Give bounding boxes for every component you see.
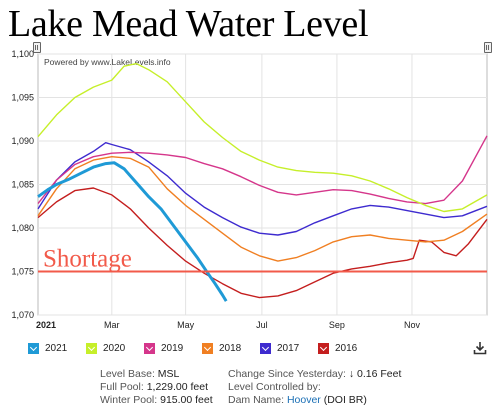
shortage-label: Shortage xyxy=(43,246,132,273)
full-pool: Full Pool: 1,229.00 feet xyxy=(100,381,208,394)
dam-name: Dam Name: Hoover (DOI BR) xyxy=(228,394,367,407)
y-tick-label: 1,075 xyxy=(11,267,34,277)
legend-item-2018[interactable]: 2018 xyxy=(202,340,241,356)
change-since-yesterday: Change Since Yesterday: ↓ 0.16 Feet xyxy=(228,368,401,381)
legend-checkbox[interactable] xyxy=(28,342,39,354)
legend-item-2017[interactable]: 2017 xyxy=(260,340,299,356)
x-tick-label: Jul xyxy=(256,320,268,330)
dam-extra: (DOI BR) xyxy=(323,394,367,406)
y-tick-label: 1,100 xyxy=(11,49,34,59)
zoom-handle-right[interactable] xyxy=(484,42,492,53)
change-label: Change Since Yesterday: xyxy=(228,368,346,380)
winter-pool-value: 915.00 feet xyxy=(160,394,213,406)
powered-by-text: Powered by www.LakeLevels.info xyxy=(44,57,171,67)
legend-label: 2016 xyxy=(335,342,358,354)
x-tick-label: May xyxy=(177,320,195,330)
legend-item-2019[interactable]: 2019 xyxy=(144,340,183,356)
chart-legend: 2021 2020 2019 2018 2017 2016 xyxy=(28,340,357,356)
y-tick-label: 1,070 xyxy=(11,310,34,320)
level-base-label: Level Base: xyxy=(100,368,155,380)
change-value: ↓ 0.16 Feet xyxy=(348,368,402,380)
full-pool-label: Full Pool: xyxy=(100,381,144,393)
level-base-value: MSL xyxy=(157,368,180,380)
legend-checkbox[interactable] xyxy=(318,342,329,354)
x-tick-label: Sep xyxy=(329,320,345,330)
legend-label: 2019 xyxy=(161,342,184,354)
y-tick-label: 1,090 xyxy=(11,136,34,146)
x-tick-label: Nov xyxy=(404,320,421,330)
water-level-chart: 1,070 1,075 1,080 1,085 1,090 1,095 1,100 2021 M… xyxy=(11,49,488,330)
series-line-2016 xyxy=(37,187,488,299)
y-tick-label: 1,095 xyxy=(11,93,34,103)
controlled-label: Level Controlled by: xyxy=(228,381,321,393)
level-base: Level Base: MSL xyxy=(100,368,179,381)
legend-checkbox[interactable] xyxy=(86,342,97,354)
full-pool-value: 1,229.00 feet xyxy=(146,381,209,393)
x-tick-label: 2021 xyxy=(36,320,56,330)
series-line-2018 xyxy=(37,155,488,262)
dam-link[interactable]: Hoover xyxy=(286,394,321,406)
legend-checkbox[interactable] xyxy=(144,342,155,354)
series-line-2019 xyxy=(37,135,488,205)
series-line-2020 xyxy=(37,62,488,213)
zoom-handle-left[interactable] xyxy=(33,42,41,53)
page-title: Lake Mead Water Level xyxy=(8,3,369,45)
x-tick-label: Mar xyxy=(104,320,120,330)
series-line-2021 xyxy=(37,161,228,302)
legend-label: 2017 xyxy=(277,342,300,354)
winter-pool-label: Winter Pool: xyxy=(100,394,158,406)
y-tick-label: 1,085 xyxy=(11,180,34,190)
legend-item-2021[interactable]: 2021 xyxy=(28,340,67,356)
legend-checkbox[interactable] xyxy=(202,342,213,354)
legend-label: 2020 xyxy=(103,342,126,354)
series-line-2017 xyxy=(37,141,488,236)
legend-item-2020[interactable]: 2020 xyxy=(86,340,125,356)
winter-pool: Winter Pool: 915.00 feet xyxy=(100,394,213,407)
y-tick-label: 1,080 xyxy=(11,223,34,233)
legend-label: 2018 xyxy=(219,342,242,354)
legend-item-2016[interactable]: 2016 xyxy=(318,340,357,356)
legend-checkbox[interactable] xyxy=(260,342,271,354)
level-controlled-by: Level Controlled by: xyxy=(228,381,321,394)
legend-label: 2021 xyxy=(45,342,68,354)
dam-label: Dam Name: xyxy=(228,394,285,406)
download-icon[interactable] xyxy=(473,341,487,355)
